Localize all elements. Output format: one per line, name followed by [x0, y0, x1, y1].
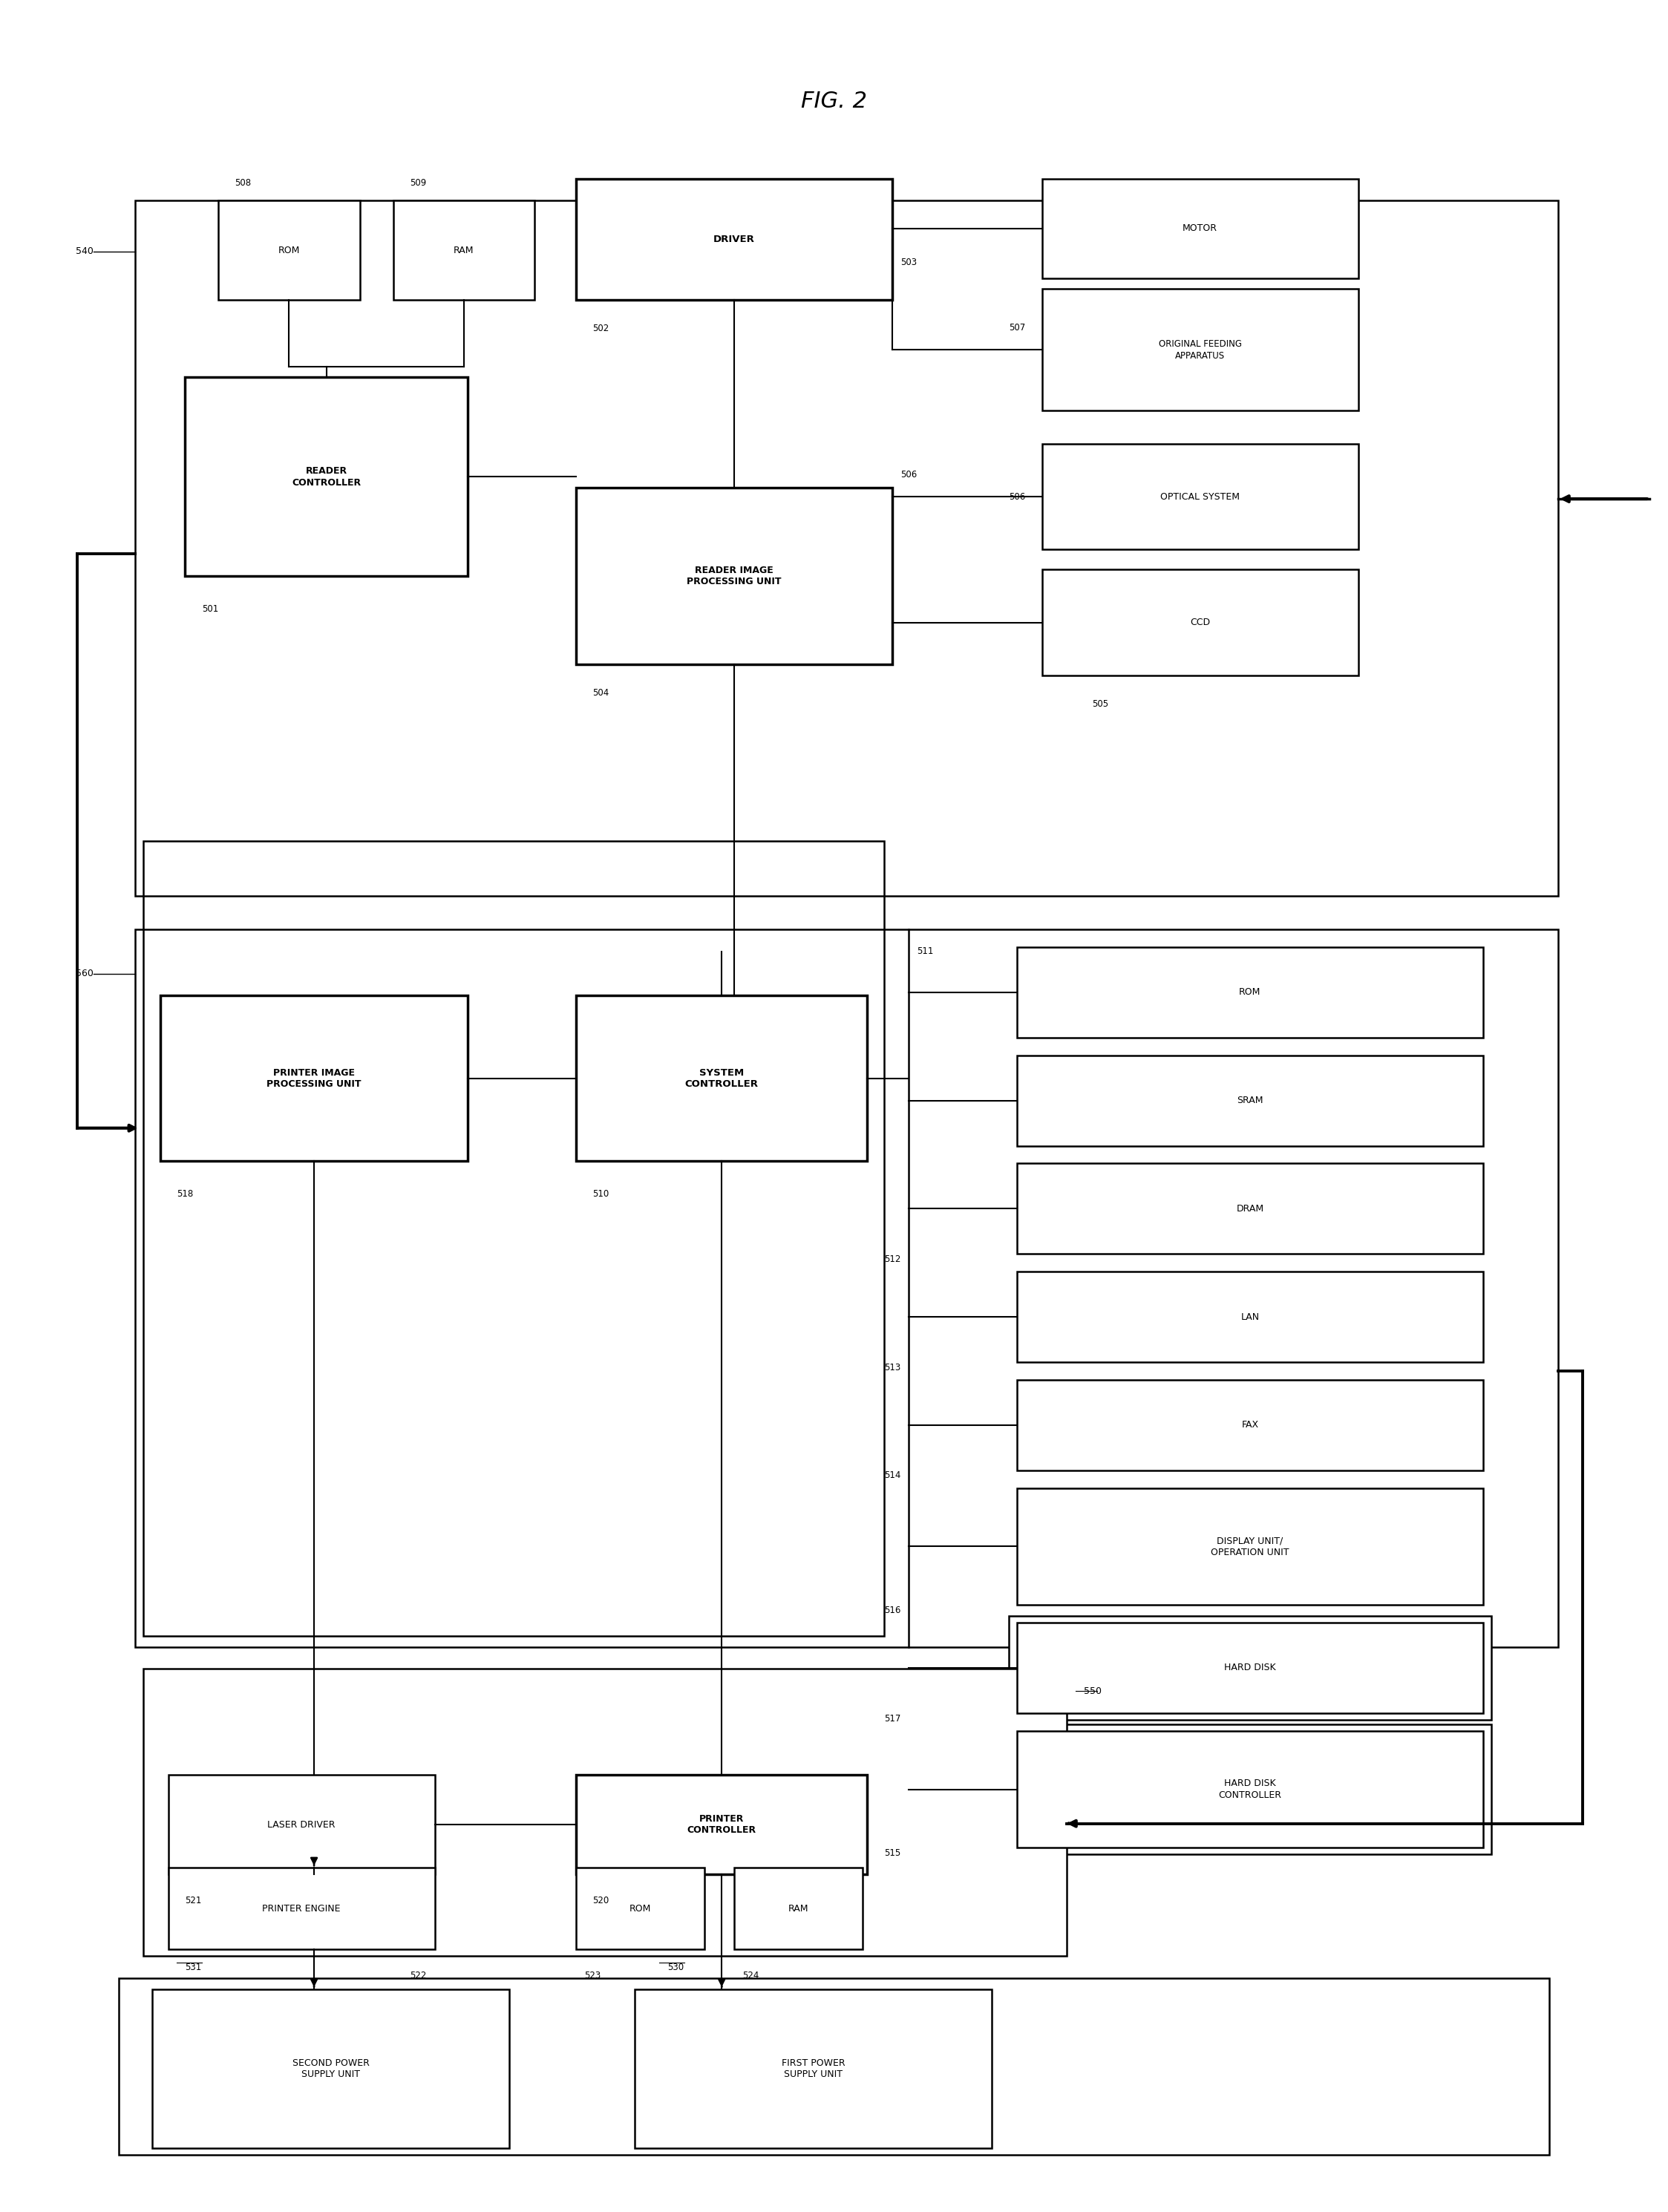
Text: DRAM: DRAM [1236, 1203, 1264, 1214]
Text: 503: 503 [901, 259, 917, 268]
Text: 531: 531 [185, 1962, 202, 1971]
Text: 504: 504 [592, 688, 609, 699]
Bar [135, 201, 1558, 896]
Text: 516: 516 [884, 1606, 901, 1615]
Text: ROM: ROM [1239, 987, 1261, 998]
Text: SRAM: SRAM [1236, 1095, 1263, 1106]
Text: READER
CONTROLLER: READER CONTROLLER [292, 467, 360, 487]
Text: PRINTER IMAGE
PROCESSING UNIT: PRINTER IMAGE PROCESSING UNIT [267, 1068, 362, 1088]
Bar [1042, 568, 1358, 675]
Bar [1042, 179, 1358, 279]
Bar [394, 201, 534, 301]
Bar [734, 1867, 862, 1949]
Text: 517: 517 [884, 1714, 901, 1723]
Text: ORIGINAL FEEDING
APPARATUS: ORIGINAL FEEDING APPARATUS [1159, 338, 1241, 361]
Text: PRINTER ENGINE: PRINTER ENGINE [262, 1905, 340, 1913]
Text: READER IMAGE
PROCESSING UNIT: READER IMAGE PROCESSING UNIT [687, 566, 782, 586]
Text: FIRST POWER
SUPPLY UNIT: FIRST POWER SUPPLY UNIT [781, 2057, 846, 2079]
Bar [1017, 1730, 1483, 1847]
Text: 506: 506 [1009, 491, 1026, 502]
Bar [1017, 1380, 1483, 1471]
Bar [575, 179, 892, 301]
Text: DISPLAY UNIT/
OPERATION UNIT: DISPLAY UNIT/ OPERATION UNIT [1211, 1535, 1289, 1557]
Bar [168, 1774, 435, 1874]
Bar [1017, 1272, 1483, 1363]
Bar [575, 995, 867, 1161]
Text: ROM: ROM [629, 1905, 651, 1913]
Text: RAM: RAM [787, 1905, 809, 1913]
Text: OPTICAL SYSTEM: OPTICAL SYSTEM [1161, 491, 1239, 502]
Text: 502: 502 [592, 323, 609, 334]
Text: 560: 560 [75, 969, 93, 978]
Text: 530: 530 [667, 1962, 684, 1971]
Bar [1017, 1164, 1483, 1254]
Bar [575, 1867, 704, 1949]
Text: HARD DISK: HARD DISK [1224, 1663, 1276, 1672]
Text: 515: 515 [884, 1849, 901, 1858]
Text: FAX: FAX [1241, 1420, 1259, 1429]
Text: 522: 522 [410, 1971, 427, 1980]
Text: 512: 512 [884, 1254, 901, 1263]
Bar [1017, 1624, 1483, 1712]
Text: 520: 520 [592, 1896, 609, 1907]
Bar [1009, 1617, 1491, 1719]
Text: FIG. 2: FIG. 2 [801, 91, 867, 113]
Bar [575, 1774, 867, 1874]
Bar [143, 841, 884, 1637]
Text: 514: 514 [884, 1471, 901, 1480]
Text: 510: 510 [592, 1190, 609, 1199]
Bar [634, 1989, 992, 2148]
Text: 550: 550 [1084, 1686, 1101, 1697]
Text: 505: 505 [1093, 699, 1108, 710]
Text: 524: 524 [742, 1971, 759, 1980]
Text: 507: 507 [1009, 323, 1026, 332]
Bar [152, 1989, 509, 2148]
Text: 521: 521 [185, 1896, 202, 1907]
Text: LASER DRIVER: LASER DRIVER [267, 1820, 335, 1829]
Bar [1017, 947, 1483, 1037]
Text: 509: 509 [410, 179, 427, 188]
Bar [143, 1670, 1068, 1955]
Bar [219, 201, 360, 301]
Bar [575, 489, 892, 664]
Bar [118, 1978, 1550, 2154]
Bar [168, 1867, 435, 1949]
Text: PRINTER
CONTROLLER: PRINTER CONTROLLER [687, 1814, 756, 1836]
Text: ROM: ROM [279, 246, 300, 254]
Bar [135, 929, 1558, 1648]
Text: 501: 501 [202, 604, 219, 615]
Text: SECOND POWER
SUPPLY UNIT: SECOND POWER SUPPLY UNIT [292, 2057, 369, 2079]
Text: 508: 508 [235, 179, 252, 188]
Text: HARD DISK
CONTROLLER: HARD DISK CONTROLLER [1218, 1778, 1281, 1801]
Bar [1009, 1723, 1491, 1854]
Text: LAN: LAN [1241, 1312, 1259, 1323]
Bar [185, 378, 469, 575]
Text: 523: 523 [584, 1971, 600, 1980]
Bar [1042, 290, 1358, 411]
Bar [160, 995, 469, 1161]
Bar [1017, 1489, 1483, 1606]
Text: DRIVER: DRIVER [714, 234, 756, 243]
Bar [1017, 1055, 1483, 1146]
Text: MOTOR: MOTOR [1183, 223, 1218, 232]
Bar [1042, 445, 1358, 549]
Text: 518: 518 [177, 1190, 193, 1199]
Text: CCD: CCD [1189, 617, 1209, 628]
Text: 511: 511 [917, 947, 934, 956]
Text: RAM: RAM [454, 246, 474, 254]
Text: 540: 540 [75, 248, 93, 257]
Text: 513: 513 [884, 1363, 901, 1371]
Text: 506: 506 [901, 469, 917, 480]
Text: SYSTEM
CONTROLLER: SYSTEM CONTROLLER [686, 1068, 759, 1088]
